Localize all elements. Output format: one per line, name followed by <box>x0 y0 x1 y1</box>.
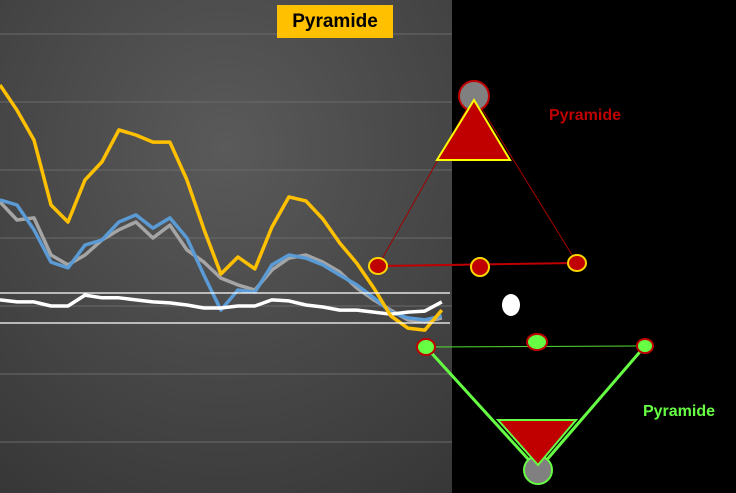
pattern-line <box>536 345 647 471</box>
down-triangle <box>495 419 579 467</box>
marker <box>502 294 520 316</box>
annotation: Pyramide <box>643 403 715 420</box>
chart-title: Pyramide <box>292 11 378 32</box>
handle <box>526 333 548 351</box>
series-line <box>0 293 443 316</box>
handle <box>368 257 388 275</box>
plot-background <box>0 0 452 493</box>
title-box <box>277 5 393 38</box>
handle <box>636 338 654 354</box>
future-area <box>452 0 736 493</box>
handle <box>416 338 436 356</box>
series-line <box>0 84 444 332</box>
pattern-line <box>424 345 540 472</box>
handle <box>567 254 587 272</box>
up-triangle <box>435 98 512 161</box>
drawings <box>0 80 654 485</box>
handle <box>470 257 490 277</box>
annotation: Pyramide <box>549 107 621 124</box>
pattern-line <box>473 95 578 264</box>
